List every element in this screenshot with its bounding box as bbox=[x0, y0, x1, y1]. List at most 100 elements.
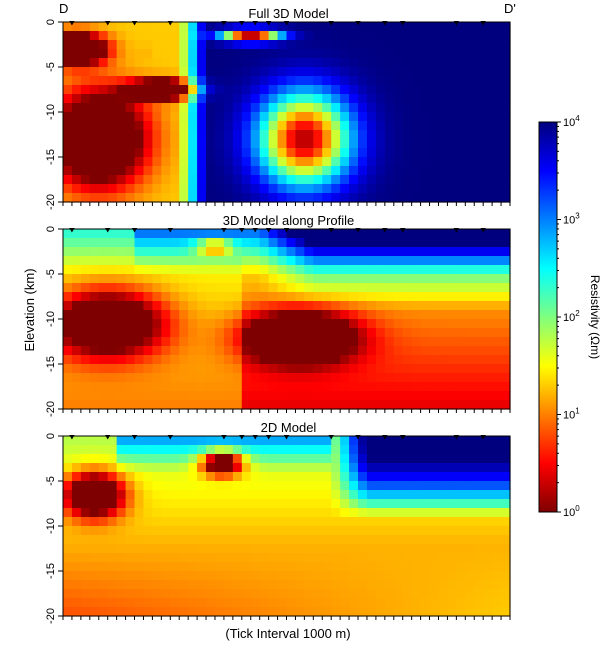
label-d-prime: D' bbox=[504, 1, 516, 16]
heatmap-cell bbox=[125, 319, 136, 329]
heatmap-cell bbox=[384, 517, 395, 527]
station-marker-icon bbox=[382, 21, 388, 26]
heatmap-cell bbox=[456, 49, 466, 59]
heatmap-cell bbox=[277, 22, 288, 32]
heatmap-cell bbox=[63, 571, 73, 581]
heatmap-cell bbox=[384, 562, 395, 572]
heatmap-cell bbox=[438, 517, 449, 527]
heatmap-cell bbox=[134, 274, 145, 284]
heatmap-cell bbox=[331, 580, 341, 590]
heatmap-cell bbox=[358, 67, 368, 77]
heatmap-cell bbox=[232, 238, 243, 248]
heatmap-cell bbox=[107, 382, 118, 392]
heatmap-cell bbox=[465, 337, 475, 347]
heatmap-cell bbox=[501, 238, 511, 248]
heatmap-cell bbox=[206, 535, 216, 545]
heatmap-cell bbox=[393, 112, 404, 122]
heatmap-cell bbox=[259, 598, 270, 608]
heatmap-cell bbox=[456, 229, 466, 239]
heatmap-cell bbox=[393, 292, 404, 302]
heatmap-cell bbox=[197, 94, 207, 104]
heatmap-cell bbox=[223, 247, 234, 257]
heatmap-cell bbox=[206, 58, 216, 68]
heatmap-cell bbox=[483, 400, 493, 410]
heatmap-cell bbox=[483, 40, 493, 50]
heatmap-cell bbox=[438, 130, 449, 140]
heatmap-cell bbox=[206, 463, 216, 473]
heatmap-cell bbox=[89, 517, 100, 527]
heatmap-cell bbox=[492, 94, 502, 104]
heatmap-cell bbox=[179, 382, 189, 392]
heatmap-cell bbox=[429, 589, 440, 599]
heatmap-cell bbox=[170, 112, 180, 122]
heatmap-cell bbox=[375, 553, 386, 563]
heatmap-cell bbox=[268, 274, 279, 284]
heatmap-cell bbox=[152, 229, 162, 239]
heatmap-cell bbox=[80, 607, 91, 617]
heatmap-cell bbox=[259, 49, 270, 59]
heatmap-cell bbox=[358, 247, 368, 257]
heatmap-cell bbox=[474, 184, 484, 194]
heatmap-cell bbox=[80, 544, 91, 554]
heatmap-cell bbox=[223, 517, 234, 527]
heatmap-cell bbox=[214, 49, 225, 59]
heatmap-cell bbox=[116, 445, 127, 455]
heatmap-cell bbox=[313, 535, 323, 545]
heatmap-cell bbox=[375, 463, 386, 473]
heatmap-cell bbox=[295, 472, 305, 482]
heatmap-cell bbox=[393, 274, 404, 284]
station-marker-icon bbox=[131, 228, 138, 233]
heatmap-cell bbox=[63, 607, 73, 617]
heatmap-cell bbox=[268, 580, 279, 590]
heatmap-cell bbox=[322, 130, 332, 140]
heatmap-cell bbox=[358, 301, 368, 311]
heatmap-cell bbox=[241, 517, 252, 527]
heatmap-cell bbox=[241, 103, 252, 113]
heatmap-cell bbox=[492, 553, 502, 563]
heatmap-cell bbox=[447, 508, 457, 518]
heatmap-cell bbox=[188, 256, 198, 266]
heatmap-cell bbox=[241, 607, 252, 617]
heatmap-cell bbox=[161, 256, 171, 266]
heatmap-cell bbox=[331, 49, 341, 59]
heatmap-cell bbox=[349, 157, 359, 167]
heatmap-cell bbox=[366, 517, 377, 527]
heatmap-cell bbox=[501, 94, 511, 104]
heatmap-cell bbox=[322, 256, 332, 266]
heatmap-cell bbox=[197, 535, 207, 545]
heatmap-cell bbox=[241, 256, 252, 266]
heatmap-cell bbox=[241, 508, 252, 518]
heatmap-cell bbox=[322, 526, 332, 536]
heatmap-cell bbox=[268, 247, 279, 257]
heatmap-cell bbox=[313, 301, 323, 311]
heatmap-cell bbox=[384, 238, 395, 248]
heatmap-cell bbox=[232, 346, 243, 356]
heatmap-cell bbox=[366, 67, 377, 77]
heatmap-cell bbox=[465, 229, 475, 239]
heatmap-cell bbox=[250, 103, 261, 113]
heatmap-cell bbox=[483, 310, 493, 320]
heatmap-cell bbox=[447, 337, 457, 347]
heatmap-cell bbox=[107, 121, 118, 131]
heatmap-cell bbox=[349, 166, 359, 176]
heatmap-cell bbox=[179, 238, 189, 248]
heatmap-cell bbox=[286, 382, 297, 392]
heatmap-cell bbox=[483, 238, 493, 248]
heatmap-cell bbox=[268, 598, 279, 608]
heatmap-cell bbox=[402, 562, 413, 572]
heatmap-cell bbox=[170, 346, 180, 356]
heatmap-cell bbox=[89, 580, 100, 590]
heatmap-cell bbox=[125, 301, 136, 311]
heatmap-cell bbox=[349, 571, 359, 581]
heatmap-cell bbox=[223, 481, 234, 491]
heatmap-cell bbox=[170, 310, 180, 320]
heatmap-cell bbox=[420, 517, 431, 527]
heatmap-cell bbox=[313, 508, 323, 518]
heatmap-cell bbox=[465, 265, 475, 275]
heatmap-cell bbox=[331, 166, 341, 176]
heatmap-cell bbox=[152, 76, 162, 86]
heatmap-cell bbox=[375, 247, 386, 257]
heatmap-cell bbox=[429, 274, 440, 284]
heatmap-cell bbox=[465, 544, 475, 554]
